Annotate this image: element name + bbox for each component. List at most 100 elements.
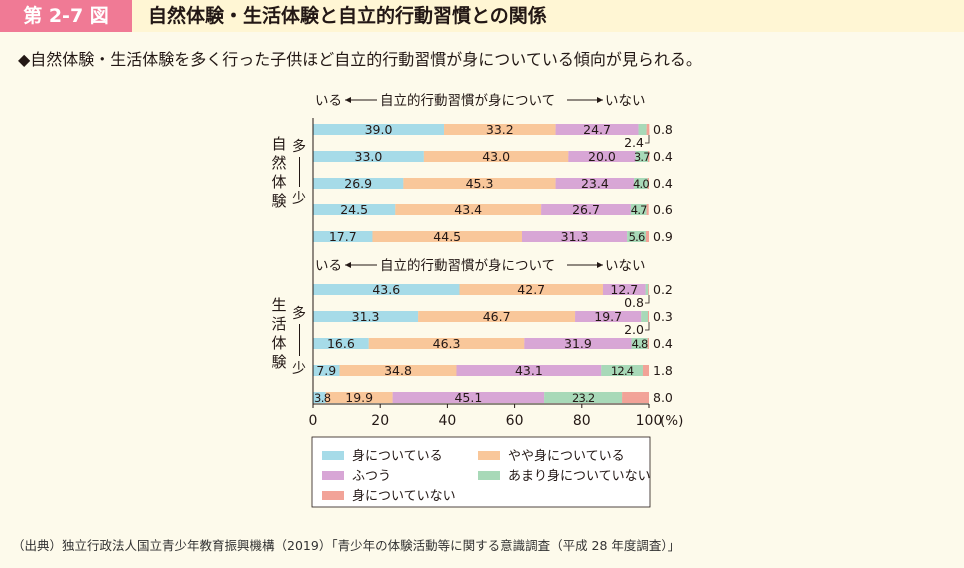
data-label: 24.7 xyxy=(583,122,611,137)
bar-segment-shade xyxy=(403,182,556,189)
bar-segment-shade xyxy=(601,369,643,376)
legend-label: ふつう xyxy=(352,469,391,484)
data-label: 39.0 xyxy=(365,122,393,137)
callout-line xyxy=(645,135,650,144)
summary-text: ◆自然体験・生活体験を多く行った子供ほど自立的行動習慣が身についている傾向が見ら… xyxy=(18,50,702,69)
many-label-nature: 多 xyxy=(292,139,306,155)
group-label-life: 生活体験 xyxy=(270,296,288,372)
data-label: 31.3 xyxy=(561,229,589,244)
bar-segment-shade xyxy=(313,182,404,189)
data-label: 0.8 xyxy=(624,295,644,310)
bar-segment-shade xyxy=(325,396,393,403)
data-label: 1.8 xyxy=(653,363,673,378)
bar-segment-shade xyxy=(372,235,522,242)
x-tick-label: 80 xyxy=(573,413,591,429)
data-label: 19.9 xyxy=(345,390,373,405)
bar-segment-shade xyxy=(648,288,649,295)
bar-segment-shade xyxy=(395,208,542,215)
bar-segment-shade xyxy=(392,396,545,403)
data-label: 20.0 xyxy=(588,149,616,164)
bar-segment-shade xyxy=(645,235,649,242)
legend-label: 身についていない xyxy=(352,488,456,504)
data-label: 16.6 xyxy=(327,336,355,351)
bar-segment-shade xyxy=(368,342,525,349)
legend-label: あまり身についていない xyxy=(508,468,651,484)
x-tick-label: 100 xyxy=(636,413,663,429)
data-label: 45.3 xyxy=(466,176,494,191)
bar-segment-shade xyxy=(630,208,647,215)
bar-segment-shade xyxy=(418,315,576,322)
bar-segment-shade xyxy=(647,315,649,322)
data-label: 43.1 xyxy=(515,363,543,378)
bar-segment-shade xyxy=(313,288,460,295)
data-label: 43.6 xyxy=(372,282,400,297)
bar-segment-shade xyxy=(313,155,424,162)
bar-segment-shade xyxy=(541,208,631,215)
bar-segment-shade xyxy=(647,182,649,189)
x-tick-label: 40 xyxy=(438,413,456,429)
data-label: 12.4 xyxy=(611,364,634,378)
many-label-life: 多 xyxy=(292,306,306,322)
bar-segment-shade xyxy=(646,208,649,215)
header-right-label: いない xyxy=(605,258,646,274)
vertical-arrow-life xyxy=(299,324,300,356)
legend-swatch xyxy=(322,491,344,500)
x-tick-label: 20 xyxy=(371,413,389,429)
bar-segment-shade xyxy=(555,128,639,135)
bar-segment-shade xyxy=(456,369,602,376)
group-label-nature: 自然体験 xyxy=(270,135,288,211)
legend-swatch xyxy=(478,451,500,460)
data-label: 0.9 xyxy=(653,229,673,244)
bar-segment-shade xyxy=(646,128,650,135)
bar-segment-shade xyxy=(313,342,369,349)
bar-segment-shade xyxy=(641,315,648,322)
data-label: 45.1 xyxy=(454,390,482,405)
few-label-life: 少 xyxy=(292,361,306,377)
header-right-arrowhead xyxy=(597,262,603,268)
header-left-label: いる xyxy=(315,93,342,109)
legend-swatch xyxy=(322,451,344,460)
bar-segment-shade xyxy=(645,288,649,295)
data-label: 4.7 xyxy=(631,203,647,217)
bar-segment-shade xyxy=(647,342,649,349)
header-left-label: いる xyxy=(315,258,342,274)
legend-swatch xyxy=(322,471,344,480)
data-label: 4.8 xyxy=(632,337,648,351)
bar-segment-shade xyxy=(339,369,457,376)
data-label: 8.0 xyxy=(653,390,673,405)
bar-segment-shade xyxy=(647,155,650,162)
header-left-arrowhead xyxy=(345,97,351,103)
callout-line xyxy=(645,295,650,304)
bar-segment-shade xyxy=(627,235,646,242)
group-label-life-text: 生活体験 xyxy=(271,296,287,371)
bar-segment-shade xyxy=(313,128,445,135)
bar-segment-shade xyxy=(568,155,636,162)
data-label: 0.2 xyxy=(653,282,673,297)
bar-segment-shade xyxy=(524,342,632,349)
bar-segment-shade xyxy=(313,208,396,215)
bar-segment-shade xyxy=(544,396,623,403)
bar-segment-shade xyxy=(634,182,648,189)
data-label: 0.8 xyxy=(653,122,673,137)
data-label: 24.5 xyxy=(340,202,368,217)
bar-segment-shade xyxy=(423,155,569,162)
data-label: 0.4 xyxy=(653,176,673,191)
group-label-nature-text: 自然体験 xyxy=(271,135,287,210)
data-label: 2.4 xyxy=(624,135,644,150)
data-label: 26.9 xyxy=(344,176,372,191)
bar-segment-shade xyxy=(459,288,603,295)
bar-segment-shade xyxy=(444,128,556,135)
x-tick-label: 0 xyxy=(309,413,318,429)
data-label: 19.7 xyxy=(594,309,622,324)
bar-segment-shade xyxy=(631,342,648,349)
header-right-arrowhead xyxy=(597,97,603,103)
header-left-arrowhead xyxy=(345,262,351,268)
bar-segment-shade xyxy=(521,235,628,242)
data-label: 26.7 xyxy=(572,202,600,217)
legend-swatch xyxy=(478,471,500,480)
callout-line xyxy=(645,322,650,331)
data-label: 0.6 xyxy=(653,202,673,217)
data-label: 34.8 xyxy=(384,363,412,378)
data-label: 3.8 xyxy=(314,391,331,405)
